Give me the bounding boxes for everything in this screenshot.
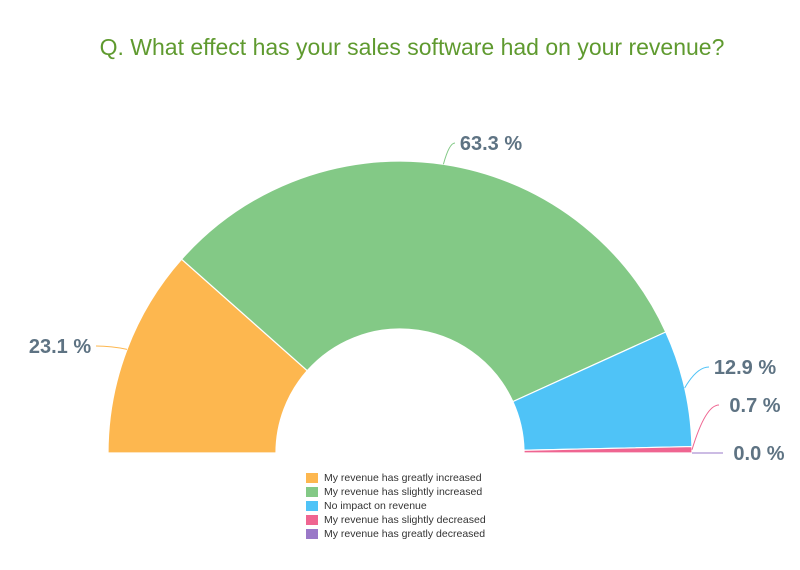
legend-item-no-impact[interactable]: No impact on revenue bbox=[306, 499, 486, 513]
connector-greatly-increased bbox=[95, 345, 128, 350]
legend-label: My revenue has slightly decreased bbox=[324, 514, 486, 526]
legend-label: No impact on revenue bbox=[324, 500, 427, 512]
connector-slightly-increased bbox=[442, 142, 456, 165]
legend-item-slightly-decreased[interactable]: My revenue has slightly decreased bbox=[306, 513, 486, 527]
connector-no-impact bbox=[684, 366, 710, 389]
label-group: 23.1 % 63.3 % 12.9 % 0.7 % 0.0 % bbox=[29, 133, 785, 465]
legend-swatch bbox=[306, 529, 318, 539]
slice-group bbox=[107, 160, 693, 454]
legend-swatch bbox=[306, 515, 318, 525]
legend-item-greatly-increased[interactable]: My revenue has greatly increased bbox=[306, 471, 486, 485]
legend-item-greatly-decreased[interactable]: My revenue has greatly decreased bbox=[306, 527, 486, 541]
data-label-slightly-decreased: 0.7 % bbox=[729, 395, 780, 417]
legend: My revenue has greatly increased My reve… bbox=[306, 471, 486, 541]
data-label-greatly-decreased: 0.0 % bbox=[733, 443, 784, 465]
legend-item-slightly-increased[interactable]: My revenue has slightly increased bbox=[306, 485, 486, 499]
slice-slightly-increased[interactable] bbox=[180, 160, 667, 403]
legend-label: My revenue has slightly increased bbox=[324, 486, 483, 498]
legend-label: My revenue has greatly decreased bbox=[324, 528, 486, 540]
legend-swatch bbox=[306, 473, 318, 483]
data-label-slightly-increased: 63.3 % bbox=[460, 133, 522, 155]
legend-label: My revenue has greatly increased bbox=[324, 472, 482, 484]
data-label-greatly-increased: 23.1 % bbox=[29, 336, 91, 358]
data-label-no-impact: 12.9 % bbox=[714, 357, 776, 379]
connector-slightly-decreased bbox=[691, 404, 720, 450]
legend-swatch bbox=[306, 501, 318, 511]
slice-greatly-increased[interactable] bbox=[107, 258, 309, 454]
chart-title: Q. What effect has your sales software h… bbox=[100, 34, 725, 60]
legend-swatch bbox=[306, 487, 318, 497]
